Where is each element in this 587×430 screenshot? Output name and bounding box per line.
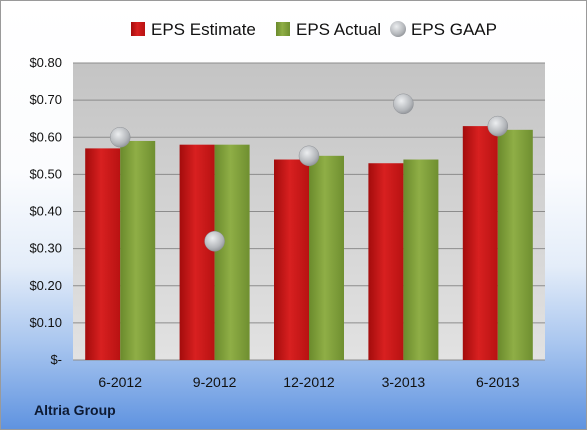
y-axis-ticks: $- $0.10 $0.20 $0.30 $0.40 $0.50 $0.60 $0.70 $0.… xyxy=(29,55,62,367)
y-tick-label: $- xyxy=(50,352,62,367)
bar-eps-actual xyxy=(403,159,439,360)
legend-swatch xyxy=(276,22,290,36)
company-label: Altria Group xyxy=(34,402,116,418)
bar-eps-estimate xyxy=(368,163,404,360)
x-tick-label: 12-2012 xyxy=(283,374,335,390)
y-tick-label: $0.50 xyxy=(29,166,62,181)
y-tick-label: $0.40 xyxy=(29,204,62,219)
marker-eps-gaap xyxy=(204,230,225,252)
legend-label: EPS GAAP xyxy=(411,20,497,39)
bar-eps-actual xyxy=(214,144,250,360)
bars xyxy=(85,126,533,360)
y-tick-label: $0.70 xyxy=(29,92,62,107)
marker-eps-gaap xyxy=(298,145,320,167)
legend-swatch xyxy=(390,21,406,37)
bar-eps-estimate xyxy=(179,144,215,360)
y-tick-label: $0.20 xyxy=(29,278,62,293)
bar-eps-actual xyxy=(497,129,533,360)
x-tick-label: 3-2013 xyxy=(382,374,426,390)
y-tick-label: $0.80 xyxy=(29,55,62,70)
marker-eps-gaap xyxy=(393,93,414,115)
y-tick-label: $0.10 xyxy=(29,315,62,330)
x-tick-label: 6-2013 xyxy=(476,374,520,390)
bar-eps-actual xyxy=(309,155,344,360)
bar-eps-estimate xyxy=(85,148,121,360)
gaap-markers xyxy=(109,93,509,252)
y-tick-label: $0.30 xyxy=(29,241,62,256)
legend-label: EPS Actual xyxy=(296,20,381,39)
x-tick-label: 6-2012 xyxy=(98,374,142,390)
x-axis-categories: 6-2012 9-2012 12-2012 3-2013 6-2013 xyxy=(98,374,519,390)
bar-eps-actual xyxy=(120,140,156,360)
legend-swatch xyxy=(131,22,145,36)
bar-eps-estimate xyxy=(274,159,309,360)
marker-eps-gaap xyxy=(487,115,509,137)
y-tick-label: $0.60 xyxy=(29,129,62,144)
legend-label: EPS Estimate xyxy=(151,20,256,39)
bar-eps-estimate xyxy=(462,126,498,360)
legend: EPS Estimate EPS Actual EPS GAAP xyxy=(131,20,497,39)
x-tick-label: 9-2012 xyxy=(193,374,237,390)
marker-eps-gaap xyxy=(109,127,131,148)
